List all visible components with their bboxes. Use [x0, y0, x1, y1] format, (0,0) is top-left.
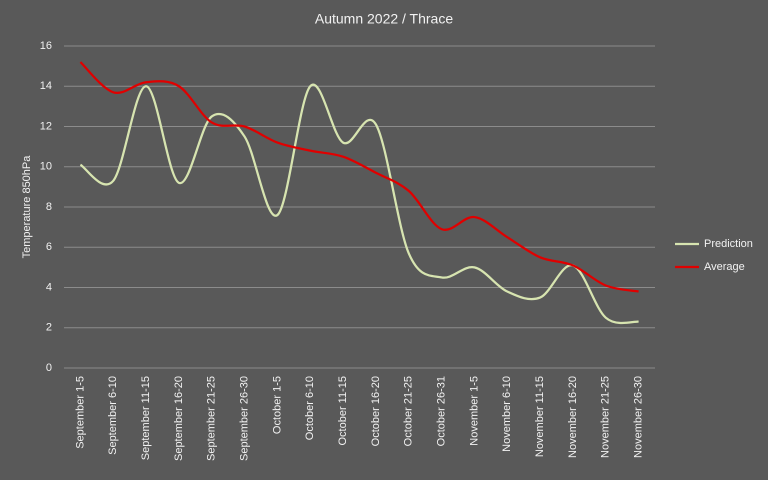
y-tick-label: 2: [46, 322, 52, 334]
x-tick-label: September 26-30: [238, 376, 250, 461]
y-tick-label: 4: [46, 281, 52, 293]
x-tick-label: November 21-25: [600, 376, 612, 458]
y-tick-label: 0: [46, 362, 52, 374]
x-tick-label: November 1-5: [468, 376, 480, 446]
y-tick-label: 8: [46, 201, 52, 213]
x-tick-label: October 16-20: [370, 376, 382, 446]
x-tick-label: September 1-5: [74, 376, 86, 449]
x-tick-label: September 6-10: [107, 376, 119, 455]
x-tick-label: October 6-10: [304, 376, 316, 440]
series-line: [79, 83, 639, 325]
y-axis-label: Temperature 850hPa: [21, 155, 33, 259]
x-tick-label: October 11-15: [337, 376, 349, 446]
y-tick-label: 12: [40, 120, 52, 132]
x-tick-label: October 1-5: [271, 376, 283, 434]
x-tick-label: October 21-25: [403, 376, 415, 446]
x-tick-label: September 11-15: [140, 376, 152, 460]
x-tick-label: November 11-15: [534, 376, 546, 457]
x-tick-label: November 6-10: [501, 376, 513, 452]
x-tick-label: November 26-30: [632, 376, 644, 458]
x-tick-label: September 21-25: [206, 376, 218, 461]
legend-label: Average: [704, 261, 745, 273]
series-line: [79, 61, 639, 293]
chart-title: Autumn 2022 / Thrace: [315, 11, 453, 27]
y-tick-label: 6: [46, 241, 52, 253]
x-tick-label: September 16-20: [173, 376, 185, 461]
x-tick-label: October 26-31: [435, 376, 447, 446]
y-tick-label: 14: [40, 80, 52, 92]
x-tick-label: November 16-20: [567, 376, 579, 458]
legend-label: Prediction: [704, 238, 753, 250]
y-tick-label: 10: [40, 161, 52, 173]
y-tick-label: 16: [40, 40, 52, 52]
